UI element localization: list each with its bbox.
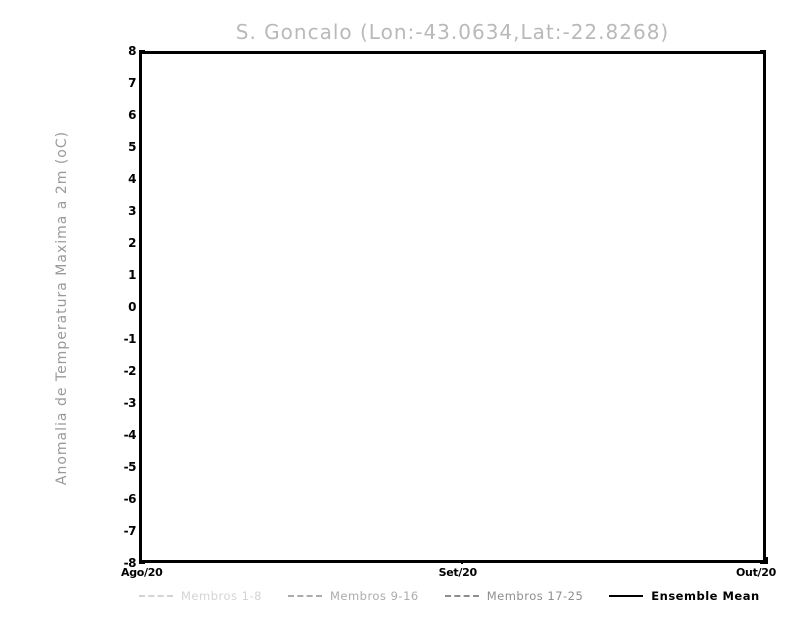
legend-swatch — [287, 595, 322, 597]
y-tick-label: -4 — [123, 428, 137, 442]
y-tick-label: -5 — [123, 460, 137, 474]
legend-item[interactable]: Membros 1-8 — [139, 589, 262, 603]
y-tick-label: -7 — [123, 524, 137, 538]
y-tick-label: 7 — [128, 76, 136, 90]
y-axis-label: Anomalia de Temperatura Maxima a 2m (oC) — [54, 130, 70, 486]
legend-label: Membros 9-16 — [329, 589, 419, 603]
y-tick-label: 5 — [128, 140, 136, 154]
y-tick-label: 2 — [128, 236, 136, 250]
y-tick-label: 0 — [128, 300, 136, 314]
legend-label: Ensemble Mean — [651, 589, 760, 603]
plot-frame — [139, 51, 766, 563]
y-tick-label: 6 — [128, 108, 136, 122]
legend-item[interactable]: Membros 9-16 — [287, 589, 419, 603]
y-tick-label: -2 — [123, 364, 137, 378]
legend-label: Membros 17-25 — [486, 589, 584, 603]
y-tick-label: 1 — [128, 268, 136, 282]
legend-swatch — [444, 595, 479, 597]
y-tick-mark — [760, 562, 766, 564]
y-tick-label: -8 — [123, 556, 137, 570]
y-tick-mark — [139, 562, 145, 564]
x-tick-label: Set/20 — [438, 566, 477, 579]
y-axis-tick-labels: 8 7 6 5 4 3 2 1 0 -1 -2 -3 -4 -5 -6 -7 -8 — [100, 0, 137, 618]
x-tick-label: Ago/20 — [121, 566, 163, 579]
chart-legend: Membros 1-8 Membros 9-16 Membros 17-25 Ense… — [139, 586, 766, 606]
y-tick-label: 3 — [128, 204, 136, 218]
y-tick-label: -3 — [123, 396, 137, 410]
y-tick-label: 8 — [128, 44, 136, 58]
legend-swatch — [609, 595, 644, 597]
x-tick-label: Out/20 — [736, 566, 776, 579]
legend-swatch — [139, 595, 173, 597]
y-tick-label: -6 — [123, 492, 137, 506]
y-tick-label: -1 — [123, 332, 137, 346]
legend-item[interactable]: Ensemble Mean — [609, 589, 759, 603]
chart-title: S. Goncalo (Lon:-43.0634,Lat:-22.8268) — [235, 20, 670, 44]
legend-item[interactable]: Membros 17-25 — [444, 589, 584, 603]
y-tick-label: 4 — [128, 172, 136, 186]
legend-label: Membros 1-8 — [181, 589, 262, 603]
x-tick-mark — [766, 557, 768, 564]
